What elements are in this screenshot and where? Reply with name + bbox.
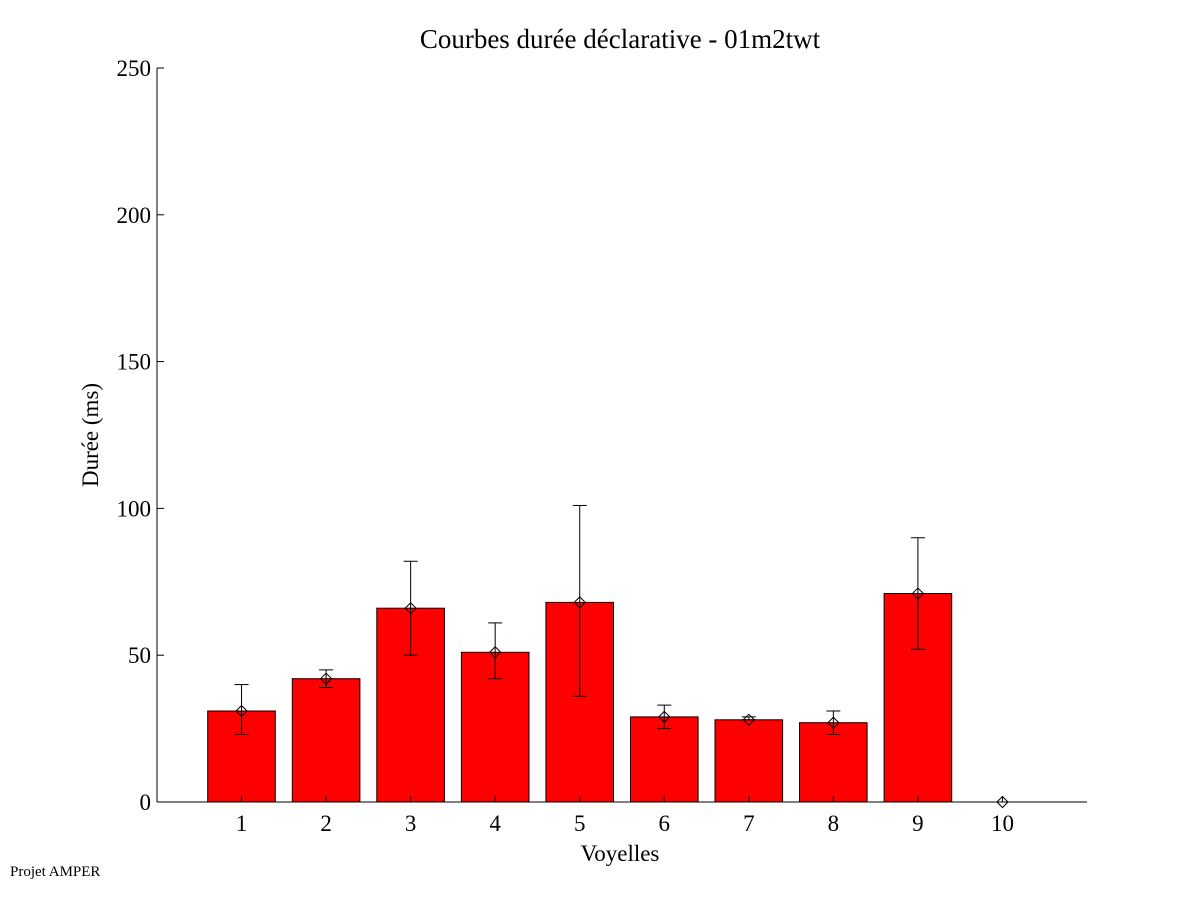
footer-text: Projet AMPER bbox=[10, 864, 101, 880]
data-point-4 bbox=[488, 646, 502, 659]
data-point-6 bbox=[658, 710, 671, 724]
x-tick-label-10: 10 bbox=[991, 811, 1014, 836]
data-point-2 bbox=[319, 672, 333, 685]
y-tick-label-200: 200 bbox=[117, 203, 152, 228]
bar-7 bbox=[714, 719, 784, 803]
data-point-9 bbox=[911, 587, 925, 600]
y-tick-label-0: 0 bbox=[140, 790, 152, 815]
x-tick-label-8: 8 bbox=[828, 811, 840, 836]
y-axis-label: Durée (ms) bbox=[78, 383, 103, 487]
chart-title: Courbes durée déclarative - 01m2twt bbox=[420, 24, 821, 54]
x-tick-label-6: 6 bbox=[659, 811, 671, 836]
data-point-10 bbox=[996, 795, 1009, 809]
data-point-5 bbox=[573, 596, 586, 609]
bar-2 bbox=[291, 678, 361, 803]
x-tick-label-9: 9 bbox=[912, 811, 924, 836]
y-tick-label-250: 250 bbox=[117, 56, 152, 81]
y-tick-label-50: 50 bbox=[128, 643, 151, 668]
bar-8 bbox=[799, 722, 868, 803]
data-point-8 bbox=[827, 716, 840, 729]
data-point-7 bbox=[742, 713, 756, 726]
x-tick-label-1: 1 bbox=[236, 811, 248, 836]
x-tick-label-5: 5 bbox=[574, 811, 586, 836]
data-point-1 bbox=[235, 704, 248, 718]
error-bars-layer bbox=[234, 504, 1009, 809]
x-tick-label-2: 2 bbox=[320, 811, 332, 836]
x-tick-label-7: 7 bbox=[743, 811, 755, 836]
bar-6 bbox=[630, 716, 699, 803]
x-tick-label-4: 4 bbox=[489, 811, 501, 836]
x-tick-label-3: 3 bbox=[405, 811, 417, 836]
y-tick-label-100: 100 bbox=[117, 496, 152, 521]
y-tick-label-150: 150 bbox=[117, 350, 152, 375]
x-axis-label: Voyelles bbox=[581, 841, 660, 866]
data-point-3 bbox=[404, 602, 417, 615]
